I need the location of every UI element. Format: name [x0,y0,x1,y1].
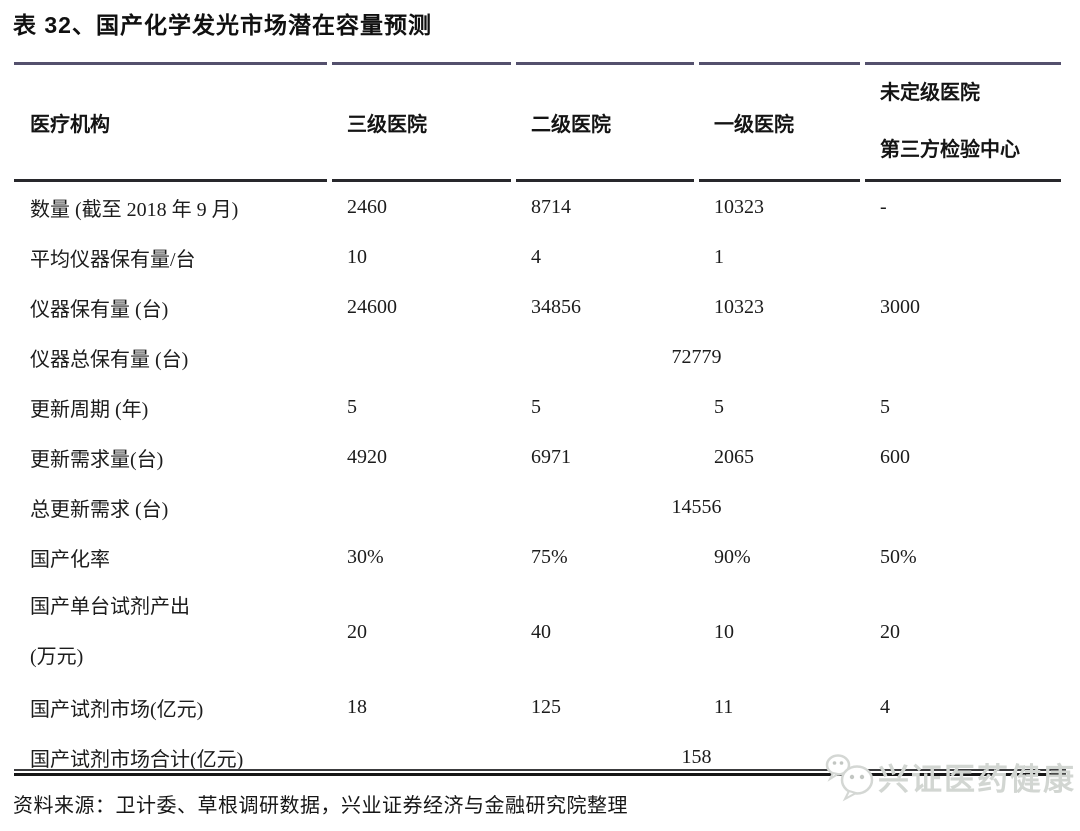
table-row-total-renewal-demand: 总更新需求 (台) 14556 [14,482,1061,532]
table-row-reagent-market: 国产试剂市场(亿元) 18 125 11 4 [14,682,1061,732]
cell-value: 2065 [714,445,754,468]
row-label: 仪器保有量 (台) [30,298,169,321]
cell-value: 5 [714,395,724,418]
cell-value: 2460 [347,195,387,218]
table-row-reagent-market-total: 国产试剂市场合计(亿元) 158 [14,732,1061,782]
cell-value: 90% [714,545,751,568]
col-header-tier1: 一级医院 [699,62,860,182]
watermark: 兴证医药健康 [825,748,1076,804]
col-header-label-line1: 未定级医院 [880,82,980,104]
cell-value: 5 [347,395,357,418]
watermark-text: 兴证医药健康 [878,761,1076,797]
col-header-institution: 医疗机构 [14,62,327,182]
header-row: 医疗机构 三级医院 二级医院 一级医院 未定级医院 第三方检验中心 [14,62,1061,182]
row-label: 总更新需求 (台) [30,498,169,521]
cell-value: 18 [347,695,367,718]
cell-value: 20 [880,620,900,643]
cell-value: 75% [531,545,568,568]
row-label-line2: (万元) [30,646,84,668]
cell-value: 40 [531,620,551,643]
cell-value: 125 [531,695,561,718]
source-note: 资料来源：卫计委、草根调研数据，兴业证券经济与金融研究院整理 [13,795,628,817]
row-label: 更新周期 (年) [30,398,149,421]
table-row-total-instrument-stock: 仪器总保有量 (台) 72779 [14,332,1061,382]
cell-value: 1 [714,245,724,268]
table-row-avg-instruments: 平均仪器保有量/台 10 4 1 [14,232,1061,282]
cell-value: 4 [531,245,541,268]
cell-value: 24600 [347,295,397,318]
table-row-count: 数量 (截至 2018 年 9 月) 2460 8714 10323 - [14,182,1061,232]
cell-value: 11 [714,695,734,718]
bottom-rule-thick-line [14,773,1066,776]
row-label-line1: 国产单台试剂产出 [30,596,190,618]
row-label: 仪器总保有量 (台) [30,348,189,371]
table-row-instrument-stock: 仪器保有量 (台) 24600 34856 10323 3000 [14,282,1061,332]
col-header-label: 一级医院 [714,113,794,136]
col-header-label-line2: 第三方检验中心 [880,139,1020,161]
row-label: 更新需求量(台) [30,448,164,471]
cell-merged-value: 158 [681,745,712,768]
wechat-icon [825,748,877,804]
cell-value: 30% [347,545,384,568]
cell-value: 10 [347,245,367,268]
col-header-tier2: 二级医院 [516,62,694,182]
cell-value: 10323 [714,295,764,318]
table-row-reagent-output-per-unit: 国产单台试剂产出 (万元) 20 40 10 20 [14,582,1061,682]
table-bottom-rule [14,769,1066,776]
col-header-label: 二级医院 [531,113,611,136]
cell-value [865,232,1061,282]
row-label: 国产试剂市场合计(亿元) [30,748,244,771]
row-label: 国产化率 [30,548,110,571]
col-header-label: 三级医院 [347,113,427,136]
cell-value: 4 [880,695,890,718]
cell-value: - [880,195,887,218]
row-label: 国产试剂市场(亿元) [30,698,204,721]
cell-value: 50% [880,545,917,568]
bottom-rule-thin-line [14,769,1066,771]
cell-value: 10323 [714,195,764,218]
cell-value: 3000 [880,295,920,318]
cell-value: 600 [880,445,910,468]
cell-value: 10 [714,620,734,643]
table-row-renewal-cycle: 更新周期 (年) 5 5 5 5 [14,382,1061,432]
table-title: 表 32、国产化学发光市场潜在容量预测 [13,12,432,38]
cell-value: 5 [880,395,890,418]
cell-value: 20 [347,620,367,643]
col-header-label: 医疗机构 [30,113,110,136]
row-label: 数量 (截至 2018 年 9 月) [30,198,239,221]
cell-value: 4920 [347,445,387,468]
table-row-renewal-demand: 更新需求量(台) 4920 6971 2065 600 [14,432,1061,482]
cell-merged-value: 14556 [671,495,722,518]
table-row-domestic-rate: 国产化率 30% 75% 90% 50% [14,532,1061,582]
row-label: 平均仪器保有量/台 [30,248,196,271]
capacity-table: 医疗机构 三级医院 二级医院 一级医院 未定级医院 第三方检验中心 数量 (截至… [9,62,1066,782]
col-header-ungraded: 未定级医院 第三方检验中心 [865,62,1061,182]
row-label: 国产单台试剂产出 (万元) [14,582,327,682]
cell-merged-value: 72779 [671,345,722,368]
col-header-tier3: 三级医院 [332,62,511,182]
cell-value: 5 [531,395,541,418]
cell-value: 8714 [531,195,571,218]
cell-value: 34856 [531,295,581,318]
cell-value: 6971 [531,445,571,468]
